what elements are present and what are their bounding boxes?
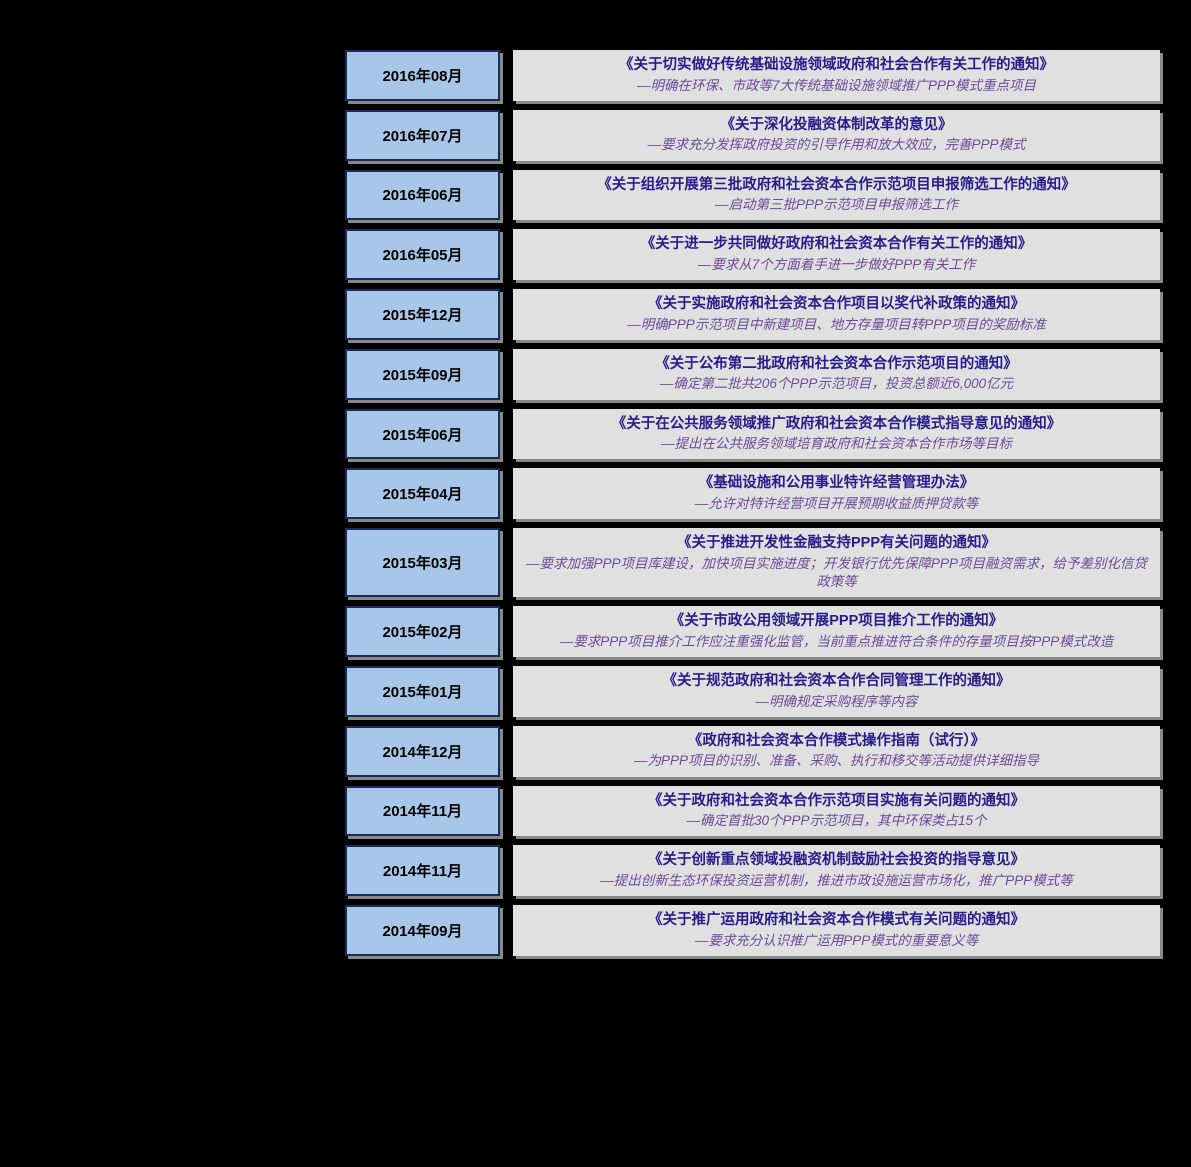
policy-title: 《关于进一步共同做好政府和社会资本合作有关工作的通知》 bbox=[641, 235, 1033, 255]
policy-title: 《关于切实做好传统基础设施领域政府和社会合作有关工作的通知》 bbox=[619, 56, 1054, 76]
policy-subtitle: ―提出在公共服务领域培育政府和社会资本合作市场等目标 bbox=[661, 435, 1012, 453]
timeline-row: 2014年11月《关于政府和社会资本合作示范项目实施有关问题的通知》―确定首批3… bbox=[345, 786, 1160, 837]
timeline-row: 2015年12月《关于实施政府和社会资本合作项目以奖代补政策的通知》―明确PPP… bbox=[345, 289, 1160, 340]
policy-subtitle: ―要求充分认识推广运用PPP模式的重要意义等 bbox=[695, 932, 979, 950]
description-box: 《关于政府和社会资本合作示范项目实施有关问题的通知》―确定首批30个PPP示范项… bbox=[513, 786, 1160, 837]
policy-title: 《关于实施政府和社会资本合作项目以奖代补政策的通知》 bbox=[648, 295, 1025, 315]
date-box: 2016年07月 bbox=[345, 110, 500, 161]
date-box: 2016年05月 bbox=[345, 229, 500, 280]
date-box: 2015年01月 bbox=[345, 666, 500, 717]
policy-title: 《关于推广运用政府和社会资本合作模式有关问题的通知》 bbox=[648, 911, 1025, 931]
policy-subtitle: ―要求加强PPP项目库建设，加快项目实施进度；开发银行优先保障PPP项目融资需求… bbox=[523, 555, 1150, 591]
description-box: 《关于深化投融资体制改革的意见》―要求充分发挥政府投资的引导作用和放大效应，完善… bbox=[513, 110, 1160, 161]
date-box: 2014年11月 bbox=[345, 845, 500, 896]
timeline-row: 2014年12月《政府和社会资本合作模式操作指南（试行）》―为PPP项目的识别、… bbox=[345, 726, 1160, 777]
date-box: 2015年04月 bbox=[345, 468, 500, 519]
date-box: 2015年06月 bbox=[345, 409, 500, 460]
policy-title: 《关于推进开发性金融支持PPP有关问题的通知》 bbox=[677, 534, 996, 554]
description-box: 《政府和社会资本合作模式操作指南（试行）》―为PPP项目的识别、准备、采购、执行… bbox=[513, 726, 1160, 777]
timeline-row: 2016年07月《关于深化投融资体制改革的意见》―要求充分发挥政府投资的引导作用… bbox=[345, 110, 1160, 161]
timeline-row: 2014年11月《关于创新重点领域投融资机制鼓励社会投资的指导意见》―提出创新生… bbox=[345, 845, 1160, 896]
description-box: 《关于在公共服务领域推广政府和社会资本合作模式指导意见的通知》―提出在公共服务领… bbox=[513, 409, 1160, 460]
policy-subtitle: ―提出创新生态环保投资运营机制，推进市政设施运营市场化，推广PPP模式等 bbox=[600, 872, 1073, 890]
description-box: 《关于进一步共同做好政府和社会资本合作有关工作的通知》―要求从7个方面着手进一步… bbox=[513, 229, 1160, 280]
description-box: 《关于组织开展第三批政府和社会资本合作示范项目申报筛选工作的通知》―启动第三批P… bbox=[513, 170, 1160, 221]
description-box: 《关于推广运用政府和社会资本合作模式有关问题的通知》―要求充分认识推广运用PPP… bbox=[513, 905, 1160, 956]
timeline-row: 2015年06月《关于在公共服务领域推广政府和社会资本合作模式指导意见的通知》―… bbox=[345, 409, 1160, 460]
description-box: 《关于创新重点领域投融资机制鼓励社会投资的指导意见》―提出创新生态环保投资运营机… bbox=[513, 845, 1160, 896]
description-box: 《关于公布第二批政府和社会资本合作示范项目的通知》―确定第二批共206个PPP示… bbox=[513, 349, 1160, 400]
description-box: 《关于市政公用领域开展PPP项目推介工作的通知》―要求PPP项目推介工作应注重强… bbox=[513, 606, 1160, 657]
policy-subtitle: ―明确PPP示范项目中新建项目、地方存量项目转PPP项目的奖励标准 bbox=[627, 316, 1046, 334]
date-box: 2014年12月 bbox=[345, 726, 500, 777]
policy-title: 《关于政府和社会资本合作示范项目实施有关问题的通知》 bbox=[648, 792, 1025, 812]
policy-subtitle: ―为PPP项目的识别、准备、采购、执行和移交等活动提供详细指导 bbox=[634, 752, 1039, 770]
policy-subtitle: ―确定首批30个PPP示范项目，其中环保类占15个 bbox=[686, 812, 986, 830]
policy-subtitle: ―启动第三批PPP示范项目申报筛选工作 bbox=[715, 196, 958, 214]
timeline-row: 2015年02月《关于市政公用领域开展PPP项目推介工作的通知》―要求PPP项目… bbox=[345, 606, 1160, 657]
policy-title: 《政府和社会资本合作模式操作指南（试行）》 bbox=[688, 732, 985, 752]
policy-title: 《关于公布第二批政府和社会资本合作示范项目的通知》 bbox=[655, 355, 1018, 375]
timeline-row: 2016年05月《关于进一步共同做好政府和社会资本合作有关工作的通知》―要求从7… bbox=[345, 229, 1160, 280]
policy-title: 《基础设施和公用事业特许经营管理办法》 bbox=[699, 474, 975, 494]
policy-title: 《关于深化投融资体制改革的意见》 bbox=[721, 116, 953, 136]
policy-subtitle: ―要求充分发挥政府投资的引导作用和放大效应，完善PPP模式 bbox=[647, 136, 1025, 154]
date-box: 2015年12月 bbox=[345, 289, 500, 340]
timeline-row: 2015年03月《关于推进开发性金融支持PPP有关问题的通知》―要求加强PPP项… bbox=[345, 528, 1160, 597]
timeline-row: 2015年01月《关于规范政府和社会资本合作合同管理工作的通知》―明确规定采购程… bbox=[345, 666, 1160, 717]
date-box: 2015年02月 bbox=[345, 606, 500, 657]
description-box: 《关于切实做好传统基础设施领域政府和社会合作有关工作的通知》―明确在环保、市政等… bbox=[513, 50, 1160, 101]
date-box: 2015年03月 bbox=[345, 528, 500, 597]
timeline-row: 2015年04月《基础设施和公用事业特许经营管理办法》―允许对特许经营项目开展预… bbox=[345, 468, 1160, 519]
timeline-row: 2016年06月《关于组织开展第三批政府和社会资本合作示范项目申报筛选工作的通知… bbox=[345, 170, 1160, 221]
date-box: 2014年09月 bbox=[345, 905, 500, 956]
date-box: 2014年11月 bbox=[345, 786, 500, 837]
timeline-row: 2014年09月《关于推广运用政府和社会资本合作模式有关问题的通知》―要求充分认… bbox=[345, 905, 1160, 956]
policy-title: 《关于规范政府和社会资本合作合同管理工作的通知》 bbox=[663, 672, 1011, 692]
policy-title: 《关于在公共服务领域推广政府和社会资本合作模式指导意见的通知》 bbox=[612, 415, 1062, 435]
policy-subtitle: ―要求从7个方面着手进一步做好PPP有关工作 bbox=[698, 256, 976, 274]
date-box: 2015年09月 bbox=[345, 349, 500, 400]
policy-subtitle: ―要求PPP项目推介工作应注重强化监管，当前重点推进符合条件的存量项目按PPP模… bbox=[560, 633, 1114, 651]
date-box: 2016年08月 bbox=[345, 50, 500, 101]
policy-subtitle: ―明确规定采购程序等内容 bbox=[756, 693, 918, 711]
description-box: 《基础设施和公用事业特许经营管理办法》―允许对特许经营项目开展预期收益质押贷款等 bbox=[513, 468, 1160, 519]
policy-subtitle: ―允许对特许经营项目开展预期收益质押贷款等 bbox=[695, 495, 979, 513]
description-box: 《关于推进开发性金融支持PPP有关问题的通知》―要求加强PPP项目库建设，加快项… bbox=[513, 528, 1160, 597]
description-box: 《关于规范政府和社会资本合作合同管理工作的通知》―明确规定采购程序等内容 bbox=[513, 666, 1160, 717]
timeline-row: 2016年08月《关于切实做好传统基础设施领域政府和社会合作有关工作的通知》―明… bbox=[345, 50, 1160, 101]
policy-title: 《关于组织开展第三批政府和社会资本合作示范项目申报筛选工作的通知》 bbox=[597, 176, 1076, 196]
policy-subtitle: ―确定第二批共206个PPP示范项目，投资总额近6,000亿元 bbox=[660, 375, 1013, 393]
timeline-container: 2016年08月《关于切实做好传统基础设施领域政府和社会合作有关工作的通知》―明… bbox=[345, 50, 1160, 965]
description-box: 《关于实施政府和社会资本合作项目以奖代补政策的通知》―明确PPP示范项目中新建项… bbox=[513, 289, 1160, 340]
date-box: 2016年06月 bbox=[345, 170, 500, 221]
policy-subtitle: ―明确在环保、市政等7大传统基础设施领域推广PPP模式重点项目 bbox=[637, 77, 1036, 95]
policy-title: 《关于市政公用领域开展PPP项目推介工作的通知》 bbox=[670, 612, 1004, 632]
timeline-row: 2015年09月《关于公布第二批政府和社会资本合作示范项目的通知》―确定第二批共… bbox=[345, 349, 1160, 400]
policy-title: 《关于创新重点领域投融资机制鼓励社会投资的指导意见》 bbox=[648, 851, 1025, 871]
